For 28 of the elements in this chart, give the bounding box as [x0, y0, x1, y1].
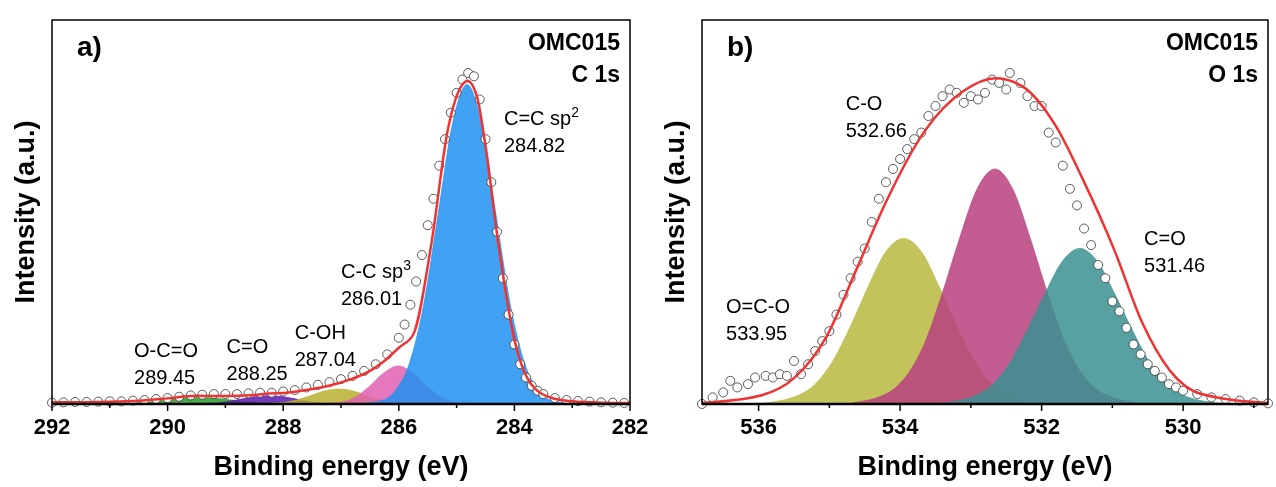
- text: b): [727, 31, 754, 62]
- x-tick-label: 286: [380, 414, 418, 439]
- x-tick-label: 290: [149, 414, 186, 439]
- chart-subtitle: C 1s: [571, 61, 620, 87]
- annotation: O=C-O 533.95: [726, 295, 790, 345]
- x-axis-title: Binding energy (eV): [213, 451, 469, 481]
- annotation: C=O 531.46: [1144, 226, 1206, 276]
- x-tick-label: 288: [264, 414, 302, 439]
- annotation: C=O 288.25: [226, 334, 288, 384]
- y-axis-title: Intensity (a.u.): [10, 120, 40, 304]
- annotation: C=C sp$^{2}$ 284.82: [504, 104, 580, 157]
- x-tick-label: 530: [1164, 414, 1202, 439]
- x-tick-label: 534: [881, 414, 920, 439]
- annotation: C-OH 287.04: [294, 320, 356, 370]
- x-axis-title: Binding energy (eV): [857, 451, 1113, 481]
- y-axis-title: Intensity (a.u.): [660, 120, 690, 304]
- annotation: O-C=O 289.45: [134, 339, 198, 389]
- chart-title: OMC015: [527, 29, 621, 55]
- x-tick-label: 536: [740, 414, 777, 439]
- annotation: C-C sp$^{3}$ 286.01: [341, 256, 412, 309]
- text: a): [77, 31, 102, 62]
- chart-subtitle: O 1s: [1208, 61, 1258, 87]
- x-tick-label: 284: [496, 414, 534, 439]
- chart-title: OMC015: [1165, 29, 1259, 55]
- x-tick-label: 532: [1023, 414, 1060, 439]
- x-tick-label: 282: [611, 414, 649, 439]
- x-tick-label: 292: [33, 414, 71, 439]
- annotation: C-O 532.66: [845, 91, 907, 141]
